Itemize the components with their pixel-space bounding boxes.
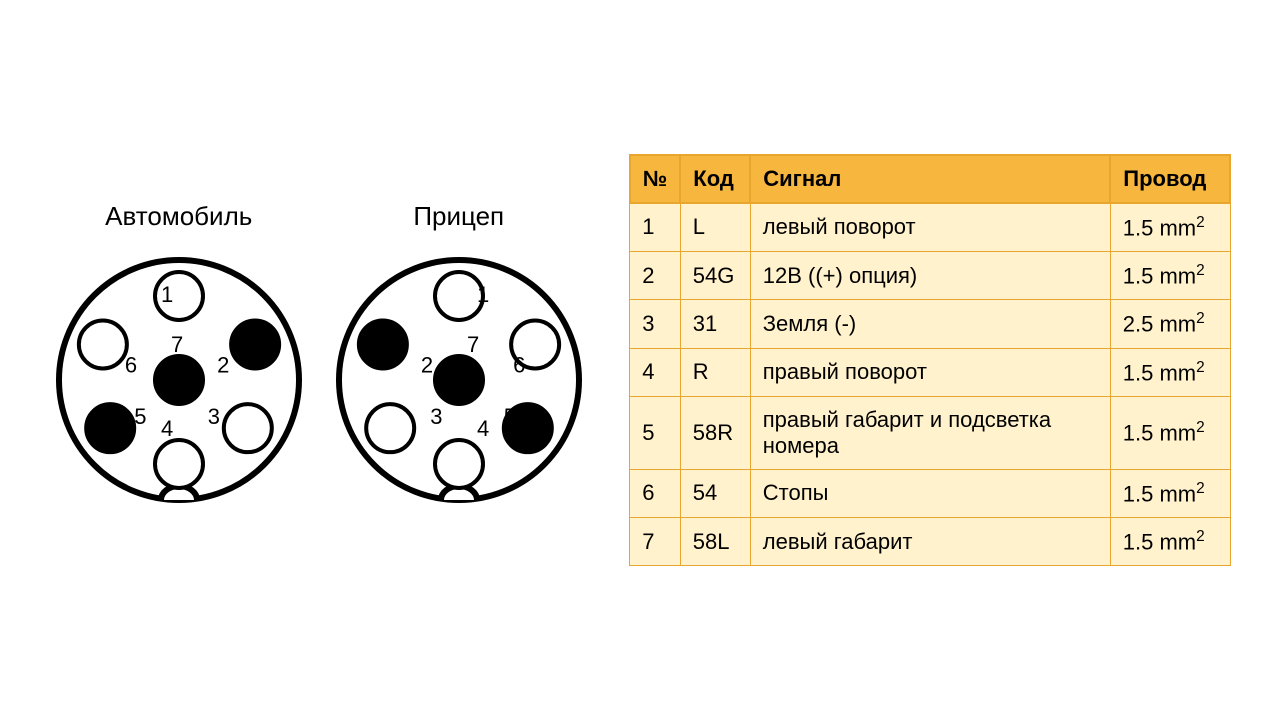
pin-4 bbox=[155, 440, 203, 488]
cell-signal: левый поворот bbox=[750, 203, 1110, 252]
connector-diagrams: Автомобиль 1234567 Прицеп 1234567 bbox=[49, 201, 589, 520]
pin-label-2: 2 bbox=[421, 352, 433, 377]
table-row: 758Lлевый габарит1.5 mm2 bbox=[630, 518, 1231, 566]
pin-1 bbox=[435, 272, 483, 320]
pin-label-1: 1 bbox=[477, 282, 489, 307]
pin-7 bbox=[155, 356, 203, 404]
cell-wire: 1.5 mm2 bbox=[1110, 251, 1230, 299]
col-code: Код bbox=[680, 155, 750, 203]
pin-label-7: 7 bbox=[171, 332, 183, 357]
pin-5 bbox=[86, 404, 134, 452]
cell-num: 7 bbox=[630, 518, 681, 566]
pin-label-6: 6 bbox=[125, 352, 137, 377]
col-signal: Сигнал bbox=[750, 155, 1110, 203]
pin-6 bbox=[79, 320, 127, 368]
cell-code: 31 bbox=[680, 300, 750, 348]
cell-num: 5 bbox=[630, 396, 681, 469]
pin-label-4: 4 bbox=[477, 416, 489, 441]
table-row: 654Стопы1.5 mm2 bbox=[630, 469, 1231, 517]
cell-signal: Земля (-) bbox=[750, 300, 1110, 348]
pin-label-2: 2 bbox=[217, 352, 229, 377]
pin-label-5: 5 bbox=[504, 404, 516, 429]
pin-2 bbox=[231, 320, 279, 368]
table-header-row: № Код Сигнал Провод bbox=[630, 155, 1231, 203]
pin-label-1: 1 bbox=[161, 282, 173, 307]
table-row: 4Rправый поворот1.5 mm2 bbox=[630, 348, 1231, 396]
connector-vehicle-label: Автомобиль bbox=[105, 201, 252, 232]
pinout-table: № Код Сигнал Провод 1Lлевый поворот1.5 m… bbox=[629, 154, 1232, 567]
pin-label-4: 4 bbox=[161, 416, 173, 441]
table-row: 558Rправый габарит и подсветка номера1.5… bbox=[630, 396, 1231, 469]
cell-num: 3 bbox=[630, 300, 681, 348]
cell-wire: 2.5 mm2 bbox=[1110, 300, 1230, 348]
cell-wire: 1.5 mm2 bbox=[1110, 469, 1230, 517]
cell-code: 54G bbox=[680, 251, 750, 299]
cell-signal: правый поворот bbox=[750, 348, 1110, 396]
table-row: 1Lлевый поворот1.5 mm2 bbox=[630, 203, 1231, 252]
pin-label-6: 6 bbox=[513, 352, 525, 377]
cell-wire: 1.5 mm2 bbox=[1110, 348, 1230, 396]
pin-label-3: 3 bbox=[430, 404, 442, 429]
col-wire: Провод bbox=[1110, 155, 1230, 203]
connector-trailer-svg: 1 2 3 45 6 7 bbox=[329, 240, 589, 520]
cell-code: 58L bbox=[680, 518, 750, 566]
cell-num: 6 bbox=[630, 469, 681, 517]
cell-wire: 1.5 mm2 bbox=[1110, 203, 1230, 252]
pin-3 bbox=[366, 404, 414, 452]
pin-label-5: 5 bbox=[134, 404, 146, 429]
cell-code: R bbox=[680, 348, 750, 396]
cell-num: 1 bbox=[630, 203, 681, 252]
cell-signal: левый габарит bbox=[750, 518, 1110, 566]
table-row: 331Земля (-)2.5 mm2 bbox=[630, 300, 1231, 348]
connector-trailer-label: Прицеп bbox=[413, 201, 504, 232]
cell-code: 54 bbox=[680, 469, 750, 517]
cell-wire: 1.5 mm2 bbox=[1110, 396, 1230, 469]
cell-code: L bbox=[680, 203, 750, 252]
pin-2 bbox=[359, 320, 407, 368]
connector-vehicle: Автомобиль 1 2 3 45 6 7 bbox=[49, 201, 309, 520]
pin-3 bbox=[224, 404, 272, 452]
table-row: 254G12B ((+) опция)1.5 mm2 bbox=[630, 251, 1231, 299]
cell-wire: 1.5 mm2 bbox=[1110, 518, 1230, 566]
cell-num: 2 bbox=[630, 251, 681, 299]
table-body: 1Lлевый поворот1.5 mm2254G12B ((+) опция… bbox=[630, 203, 1231, 566]
cell-signal: Стопы bbox=[750, 469, 1110, 517]
cell-num: 4 bbox=[630, 348, 681, 396]
connector-vehicle-svg: 1 2 3 45 6 7 bbox=[49, 240, 309, 520]
pin-7 bbox=[435, 356, 483, 404]
pin-label-3: 3 bbox=[208, 404, 220, 429]
connector-trailer: Прицеп 1 2 3 45 6 7 bbox=[329, 201, 589, 520]
cell-signal: 12B ((+) опция) bbox=[750, 251, 1110, 299]
col-num: № bbox=[630, 155, 681, 203]
pin-label-7: 7 bbox=[467, 332, 479, 357]
pin-4 bbox=[435, 440, 483, 488]
cell-code: 58R bbox=[680, 396, 750, 469]
cell-signal: правый габарит и подсветка номера bbox=[750, 396, 1110, 469]
